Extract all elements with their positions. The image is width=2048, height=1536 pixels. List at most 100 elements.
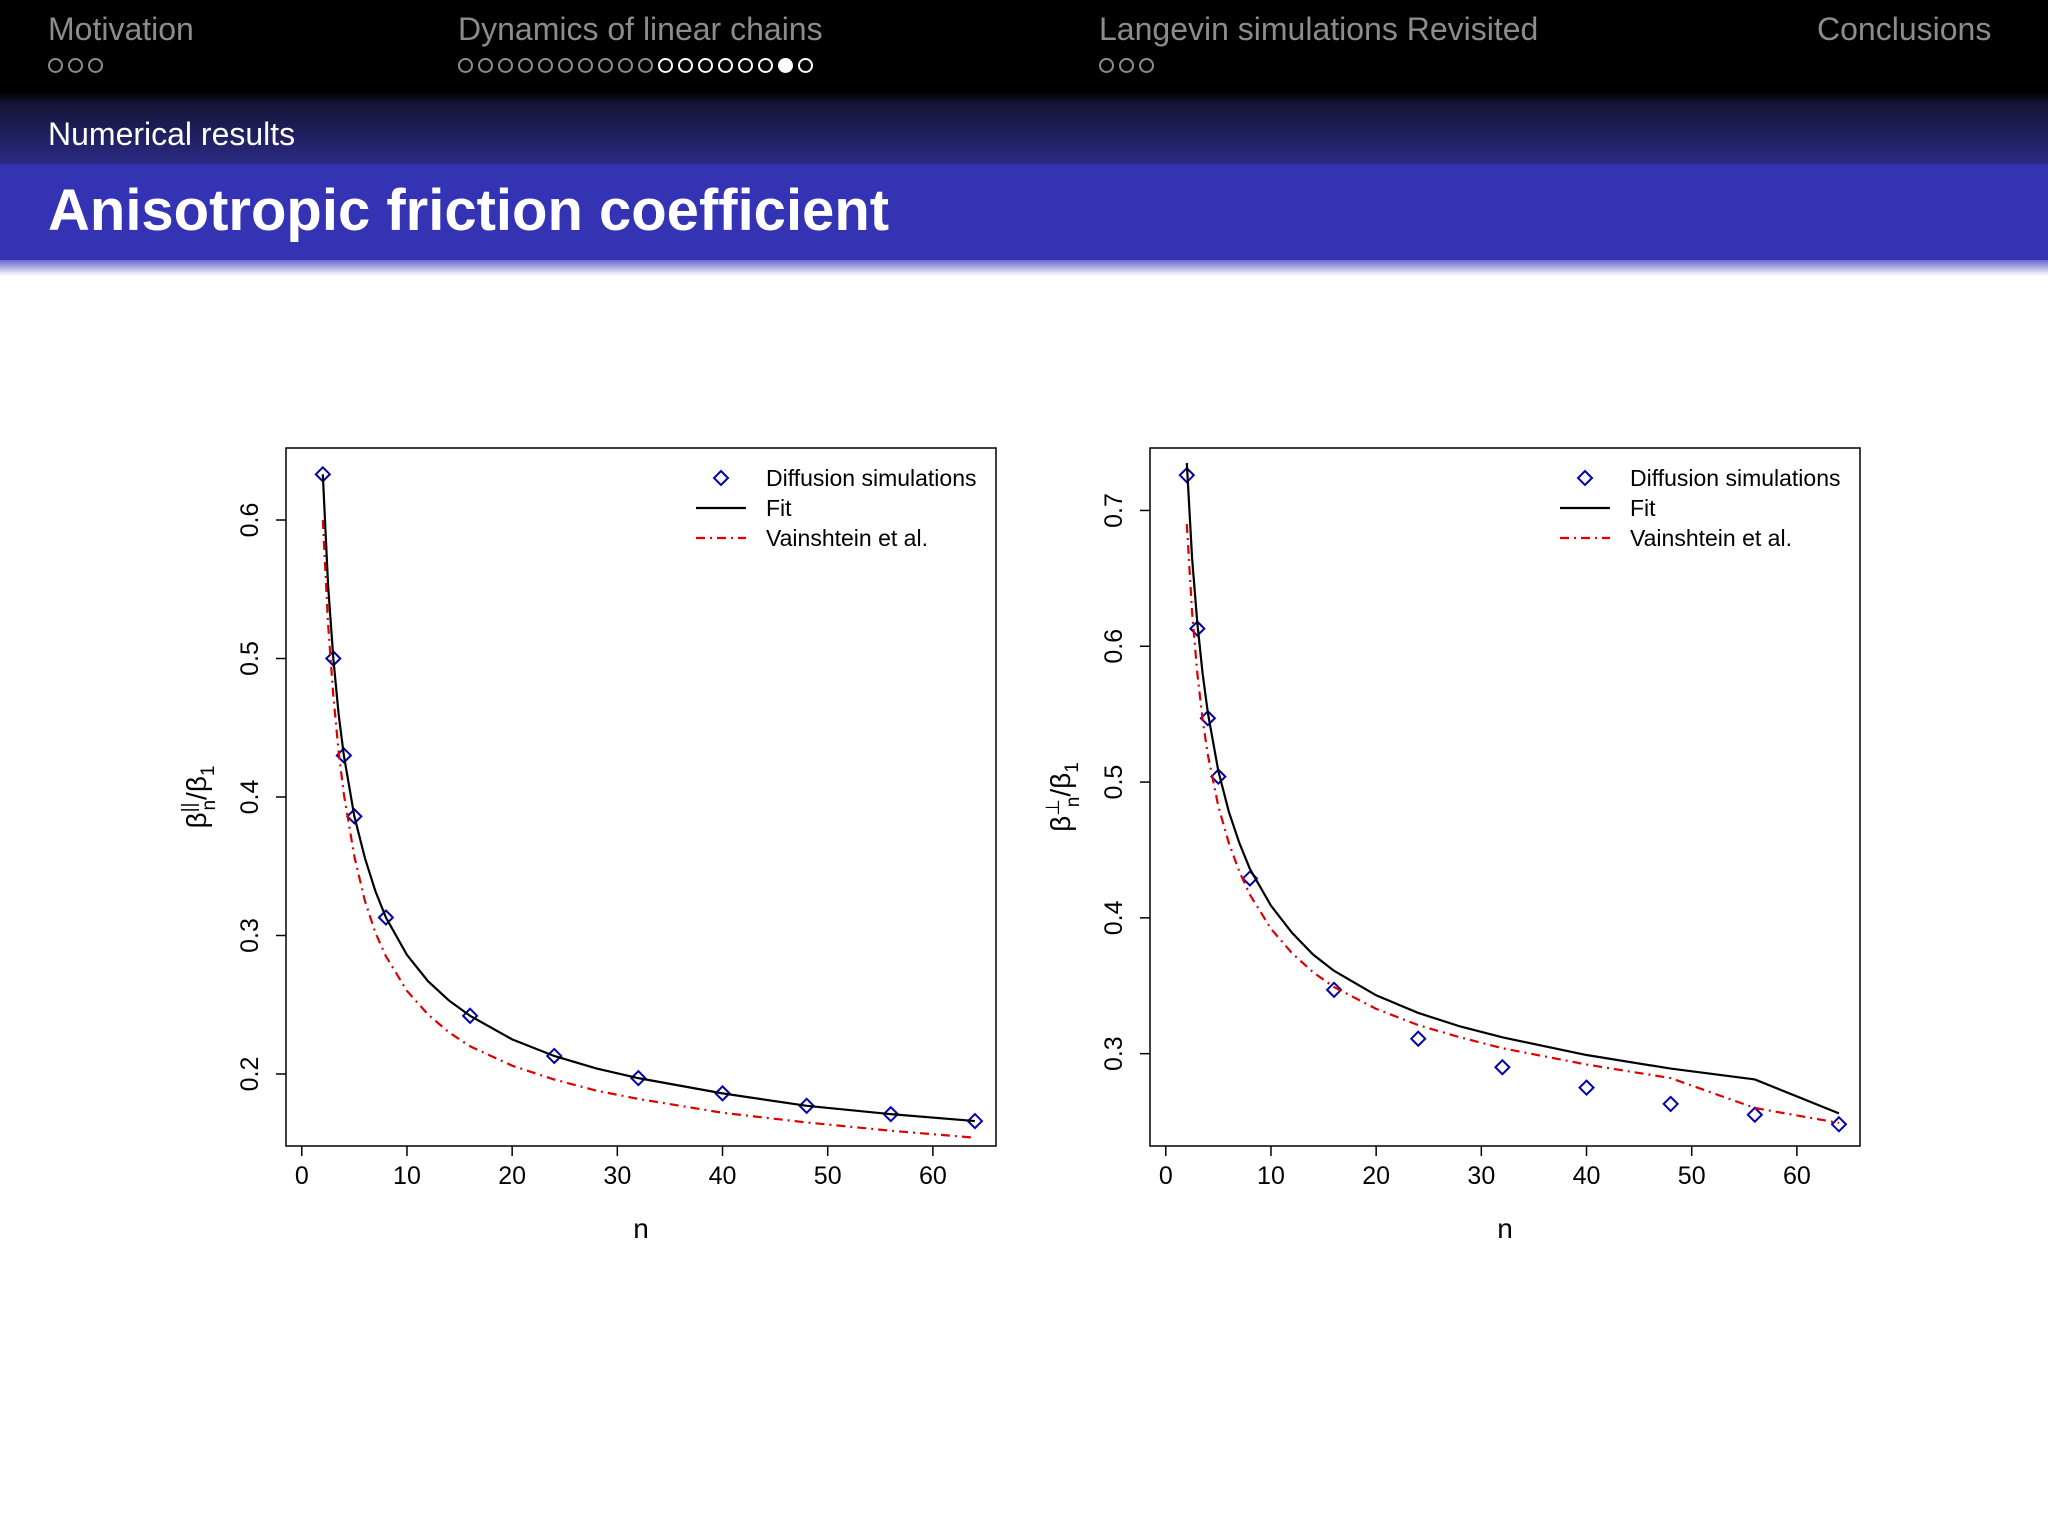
data-point	[1325, 981, 1343, 999]
nav-dot-7[interactable]	[598, 58, 613, 73]
legend: Diffusion simulations Fit Vainshtein et al…	[1560, 465, 1841, 551]
plot-frame	[285, 447, 997, 1147]
legend-label: Vainshtein et al.	[1630, 525, 1792, 551]
y-tick-label: 0.3	[1100, 1036, 1128, 1071]
nav-dot-10[interactable]	[658, 58, 673, 73]
nav-dot-3[interactable]	[518, 58, 533, 73]
data-point	[1493, 1058, 1511, 1076]
data-point	[1409, 1030, 1427, 1048]
x-tick-label: 0	[1159, 1162, 1173, 1190]
nav-dots	[1817, 58, 1991, 78]
data-point	[629, 1069, 647, 1087]
y-tick-label: 0.3	[236, 918, 264, 953]
nav-title[interactable]: Langevin simulations Revisited	[1099, 11, 1539, 47]
fit-line	[1185, 462, 1840, 1115]
x-tick-label: 30	[1467, 1162, 1495, 1190]
legend-label: Vainshtein et al.	[766, 525, 928, 551]
x-tick-label: 0	[295, 1162, 309, 1190]
legend-label: Fit	[1630, 495, 1656, 521]
nav-dot-2[interactable]	[1139, 58, 1154, 73]
nav-section-langevin[interactable]: Langevin simulations Revisited	[1099, 8, 1538, 78]
nav-dot-8[interactable]	[618, 58, 633, 73]
x-tick-label: 60	[1783, 1162, 1811, 1190]
nav-title[interactable]: Conclusions	[1817, 11, 1992, 47]
data-point	[345, 807, 363, 825]
y-tick-label: 0.6	[1100, 629, 1128, 664]
x-tick-label: 60	[919, 1162, 947, 1190]
plot-area	[314, 465, 984, 1139]
y-tick-label: 0.4	[1100, 900, 1128, 935]
x-tick-label: 10	[393, 1162, 421, 1190]
data-point	[882, 1105, 900, 1123]
nav-dot-0[interactable]	[458, 58, 473, 73]
data-point	[966, 1112, 984, 1130]
nav-dot-11[interactable]	[678, 58, 693, 73]
vainshtein-line	[1185, 523, 1840, 1124]
nav-dot-0[interactable]	[48, 58, 63, 73]
chart-perpendicular-friction: 0 10 20 30 40 50 60 0.3 0.4 0.5 0.6 0.7 n β⊥n/β1 Diffu…	[1043, 447, 1861, 1244]
y-tick-label: 0.5	[1100, 765, 1128, 800]
nav-dot-14[interactable]	[738, 58, 753, 73]
frame-title-bar	[0, 164, 2048, 260]
x-tick-label: 20	[1362, 1162, 1390, 1190]
navigation-bar: Motivation Dynamics of linear chains Lan…	[0, 0, 2048, 104]
legend-label: Diffusion simulations	[766, 465, 977, 491]
nav-title[interactable]: Dynamics of linear chains	[458, 11, 823, 47]
chart-parallel-friction: 0 10 20 30 40 50 60 0.2 0.3 0.4 0.5 0.6 n β||n/β1 Diff…	[179, 447, 997, 1244]
data-point	[1188, 620, 1206, 638]
data-point	[1578, 1079, 1595, 1097]
x-tick-label: 50	[1678, 1162, 1706, 1190]
nav-section-conclusions[interactable]: Conclusions	[1817, 8, 1991, 78]
y-tick-label: 0.2	[236, 1057, 264, 1092]
data-point	[1746, 1106, 1764, 1124]
fit-line	[321, 474, 976, 1123]
vainshtein-line	[321, 519, 976, 1139]
y-tick-label: 0.7	[1100, 493, 1128, 528]
nav-dot-1[interactable]	[478, 58, 493, 73]
data-point	[1830, 1115, 1848, 1133]
nav-dot-1[interactable]	[1119, 58, 1134, 73]
data-point	[1209, 768, 1227, 786]
x-axis-label: n	[1497, 1213, 1513, 1244]
nav-section-motivation[interactable]: Motivation	[48, 8, 194, 78]
data-point	[1662, 1095, 1680, 1113]
nav-dot-12[interactable]	[698, 58, 713, 73]
title-shadow	[0, 260, 2048, 276]
y-tick-label: 0.6	[236, 503, 264, 538]
nav-dot-6[interactable]	[578, 58, 593, 73]
data-point	[377, 909, 395, 926]
y-axis-label: β⊥n/β1	[1043, 762, 1084, 832]
nav-dots	[1099, 58, 1538, 78]
x-axis-label: n	[633, 1213, 649, 1244]
x-tick-label: 20	[498, 1162, 526, 1190]
y-axis-label: β||n/β1	[179, 765, 220, 828]
x-tick-label: 30	[603, 1162, 631, 1190]
nav-dots	[48, 58, 194, 78]
plot-frame	[1149, 447, 1861, 1147]
nav-dot-15[interactable]	[758, 58, 773, 73]
nav-dot-1[interactable]	[68, 58, 83, 73]
y-tick-label: 0.5	[236, 641, 264, 676]
x-tick-label: 40	[1573, 1162, 1601, 1190]
nav-title[interactable]: Motivation	[48, 11, 194, 47]
plot-area	[1178, 462, 1848, 1133]
nav-dot-2[interactable]	[88, 58, 103, 73]
nav-dot-0[interactable]	[1099, 58, 1114, 73]
nav-section-dynamics[interactable]: Dynamics of linear chains	[458, 8, 823, 78]
frame-title: Anisotropic friction coefficient	[48, 178, 890, 243]
x-tick-label: 50	[814, 1162, 842, 1190]
y-tick-label: 0.4	[236, 780, 264, 815]
nav-dot-4[interactable]	[538, 58, 553, 73]
x-tick-label: 10	[1257, 1162, 1285, 1190]
nav-dot-9[interactable]	[638, 58, 653, 73]
data-point	[798, 1097, 816, 1115]
legend-label: Diffusion simulations	[1630, 465, 1841, 491]
legend: Diffusion simulations Fit Vainshtein et al…	[696, 465, 977, 551]
nav-dot-5[interactable]	[558, 58, 573, 73]
subsection-bar: Numerical results	[0, 104, 2048, 164]
nav-dot-17[interactable]	[798, 58, 813, 73]
nav-dot-13[interactable]	[718, 58, 733, 73]
nav-dot-2[interactable]	[498, 58, 513, 73]
legend-marker-points	[1576, 469, 1594, 487]
nav-dot-16[interactable]	[778, 58, 793, 73]
